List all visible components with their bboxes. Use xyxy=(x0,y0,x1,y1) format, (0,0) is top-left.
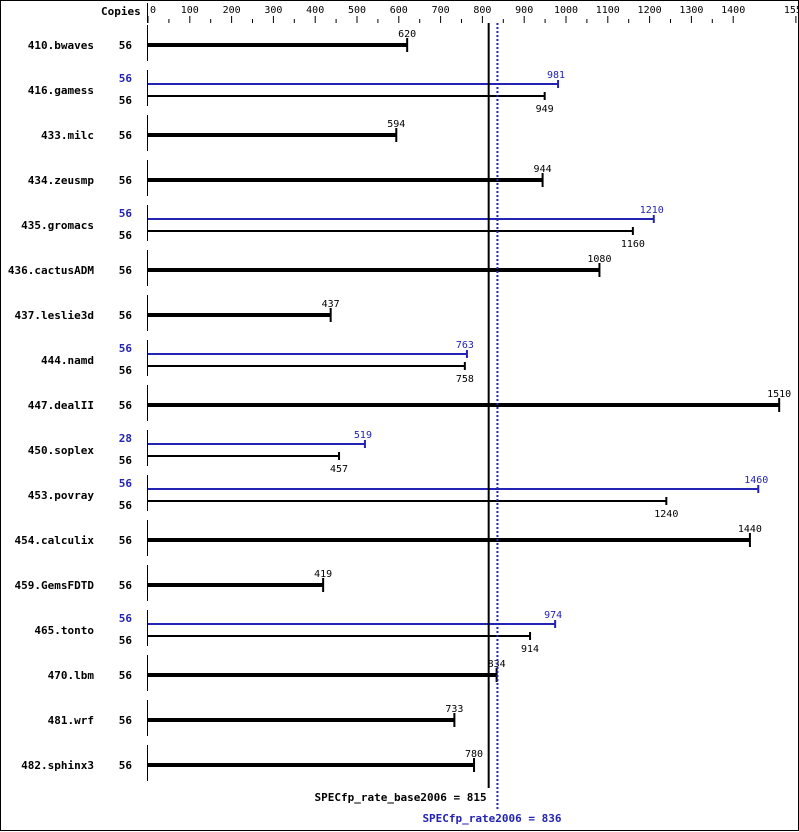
tick-label: 300 xyxy=(264,5,282,16)
peak-value-label: 981 xyxy=(547,70,565,81)
benchmark-name: 416.gamess xyxy=(28,84,94,97)
base-value-label: 1240 xyxy=(654,509,678,520)
base-copies: 56 xyxy=(119,454,133,467)
tick-label: 200 xyxy=(223,5,241,16)
tick-label: 1550 xyxy=(784,5,799,16)
base-value-label: 1510 xyxy=(767,389,791,400)
benchmark-name: 465.tonto xyxy=(34,624,94,637)
base-copies: 56 xyxy=(119,229,133,242)
base-copies: 56 xyxy=(119,174,133,187)
copies-header: Copies xyxy=(101,5,141,18)
base-value-label: 780 xyxy=(465,749,483,760)
tick-label: 900 xyxy=(515,5,533,16)
base-value-label: 419 xyxy=(314,569,332,580)
benchmark-name: 447.dealII xyxy=(28,399,94,412)
tick-label: 1300 xyxy=(679,5,703,16)
peak-copies: 56 xyxy=(119,207,133,220)
tick-label: 1400 xyxy=(721,5,745,16)
benchmark-name: 470.lbm xyxy=(48,669,95,682)
benchmark-name: 444.namd xyxy=(41,354,94,367)
base-value-label: 914 xyxy=(521,644,539,655)
tick-label: 400 xyxy=(306,5,324,16)
base-value-label: 1160 xyxy=(621,239,645,250)
tick-label: 1200 xyxy=(638,5,662,16)
peak-copies: 56 xyxy=(119,612,133,625)
tick-label: 100 xyxy=(181,5,199,16)
benchmark-name: 454.calculix xyxy=(15,534,95,547)
base-copies: 56 xyxy=(119,264,133,277)
base-value-label: 594 xyxy=(387,119,405,130)
benchmark-name: 459.GemsFDTD xyxy=(15,579,95,592)
benchmark-name: 436.cactusADM xyxy=(8,264,94,277)
base-copies: 56 xyxy=(119,669,133,682)
tick-label: 1000 xyxy=(554,5,578,16)
benchmark-name: 481.wrf xyxy=(48,714,94,727)
benchmark-name: 434.zeusmp xyxy=(28,174,95,187)
base-copies: 56 xyxy=(119,534,133,547)
peak-copies: 56 xyxy=(119,342,133,355)
benchmark-name: 482.sphinx3 xyxy=(21,759,94,772)
base-value-label: 620 xyxy=(398,29,416,40)
base-copies: 56 xyxy=(119,759,133,772)
base-value-label: 457 xyxy=(330,464,348,475)
base-copies: 56 xyxy=(119,309,133,322)
peak-value-label: 1460 xyxy=(744,475,768,486)
base-value-label: 758 xyxy=(456,374,474,385)
tick-label: 600 xyxy=(390,5,408,16)
base-value-label: 944 xyxy=(534,164,552,175)
peak-copies: 56 xyxy=(119,477,133,490)
base-value-label: 1440 xyxy=(738,524,762,535)
base-copies: 56 xyxy=(119,364,133,377)
base-copies: 56 xyxy=(119,634,133,647)
tick-label: 500 xyxy=(348,5,366,16)
tick-label: 800 xyxy=(473,5,491,16)
peak-copies: 56 xyxy=(119,72,133,85)
tick-label: 700 xyxy=(432,5,450,16)
base-metric-label: SPECfp_rate_base2006 = 815 xyxy=(314,791,486,804)
base-value-label: 949 xyxy=(536,104,554,115)
base-copies: 56 xyxy=(119,499,133,512)
base-copies: 56 xyxy=(119,129,133,142)
base-value-label: 733 xyxy=(445,704,463,715)
tick-label: 0 xyxy=(150,5,156,16)
benchmark-name: 433.milc xyxy=(41,129,94,142)
base-copies: 56 xyxy=(119,94,133,107)
peak-value-label: 763 xyxy=(456,340,474,351)
base-copies: 56 xyxy=(119,39,133,52)
benchmark-name: 410.bwaves xyxy=(28,39,94,52)
base-value-label: 1080 xyxy=(587,254,611,265)
base-copies: 56 xyxy=(119,579,133,592)
benchmark-name: 453.povray xyxy=(28,489,95,502)
peak-value-label: 519 xyxy=(354,430,372,441)
benchmark-name: 450.soplex xyxy=(28,444,95,457)
peak-value-label: 974 xyxy=(544,610,562,621)
peak-copies: 28 xyxy=(119,432,132,445)
peak-metric-label: SPECfp_rate2006 = 836 xyxy=(422,812,561,825)
benchmark-name: 435.gromacs xyxy=(21,219,94,232)
base-copies: 56 xyxy=(119,714,133,727)
base-copies: 56 xyxy=(119,399,133,412)
benchmark-name: 437.leslie3d xyxy=(15,309,94,322)
tick-label: 1100 xyxy=(596,5,620,16)
base-value-label: 437 xyxy=(322,299,340,310)
peak-value-label: 1210 xyxy=(640,205,664,216)
